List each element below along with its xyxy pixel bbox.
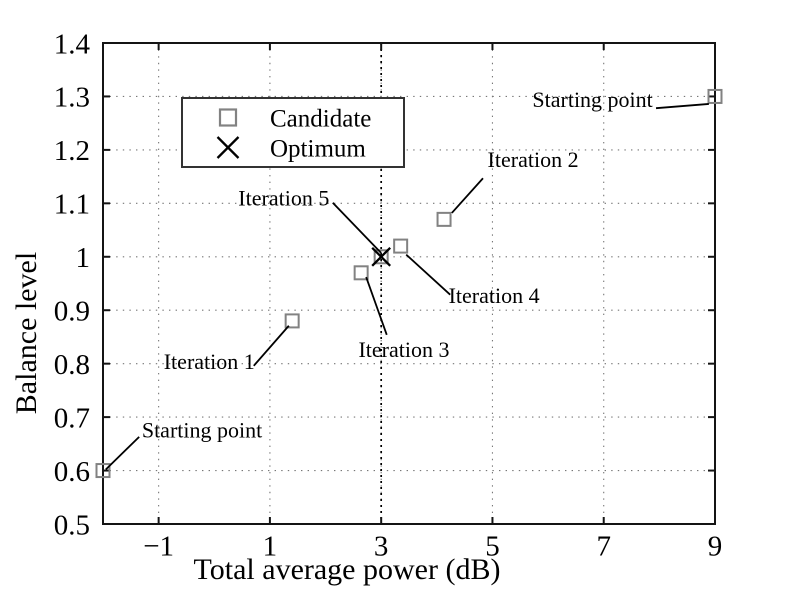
annotation-leader-line [451,177,484,214]
y-tick-label: 1.3 [54,82,90,114]
annotation-label: Iteration 4 [449,283,540,308]
optimum-marker [371,246,391,267]
y-tick-label: 0.7 [54,402,90,434]
plot-border [102,42,716,525]
legend-label: Optimum [270,135,366,162]
y-axis-label: Balance level [10,251,43,415]
annotation-leader-line [405,253,451,296]
x-tick-label: 5 [485,530,500,562]
x-tick-label: 3 [374,530,389,562]
annotation-label: Iteration 3 [358,337,449,362]
candidate-marker [95,463,111,479]
annotation-leader-line [105,436,140,471]
legend-optimum-marker [216,136,240,159]
y-tick-label: 0.5 [54,509,90,541]
y-tick-label: 1.1 [54,189,90,221]
legend-label: Candidate [270,105,371,132]
legend-candidate-marker [218,108,238,127]
annotation-label: Starting point [532,87,652,112]
y-tick-label: 0.9 [54,296,90,328]
y-tick-label: 1.2 [54,135,90,167]
y-tick-label: 1.4 [54,28,91,60]
annotation-leader-line [365,276,388,336]
x-tick-label: −1 [143,530,174,562]
y-tick-label: 0.6 [54,456,90,488]
annotation-label: Starting point [142,418,262,443]
x-tick-label: 1 [263,530,278,562]
candidate-marker [284,313,300,329]
candidate-marker [393,238,409,254]
y-tick-label: 1 [76,242,91,274]
x-tick-label: 9 [708,530,723,562]
y-tick-label: 0.8 [54,349,90,381]
candidate-marker [353,265,369,281]
candidate-marker [373,249,389,265]
annotation-label: Iteration 1 [164,349,255,374]
annotation-leader-line [655,103,709,110]
annotation-label: Iteration 5 [238,185,329,210]
annotation-leader-line [253,325,290,367]
annotation-label: Iteration 2 [488,147,579,172]
x-tick-label: 7 [596,530,611,562]
annotation-leader-line [332,202,382,254]
candidate-marker [436,211,452,227]
candidate-marker [707,88,723,104]
x-axis-label: Total average power (dB) [193,553,501,586]
